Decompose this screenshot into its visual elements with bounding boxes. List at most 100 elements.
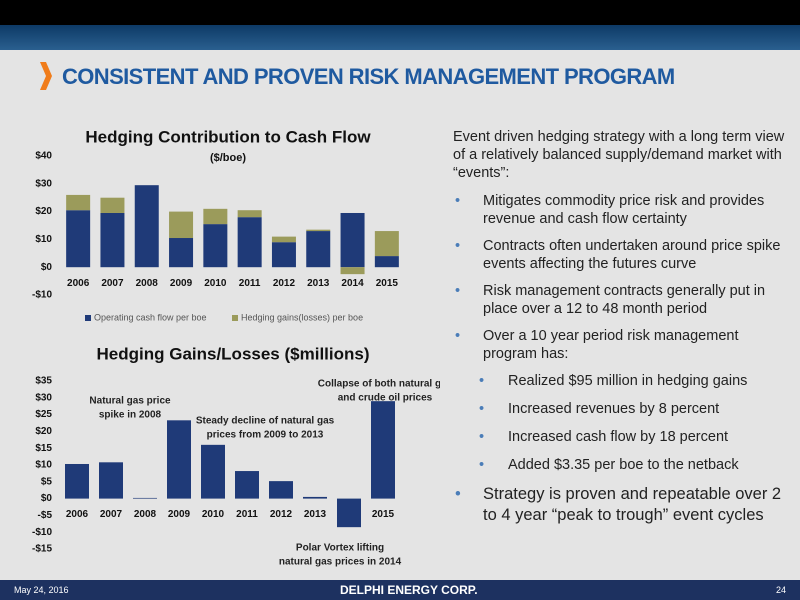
bar-segment	[134, 185, 159, 268]
annotation: natural gas prices in 2014	[279, 557, 402, 568]
chart-subtitle: ($/boe)	[210, 152, 246, 164]
x-tick-label: 2008	[134, 509, 157, 520]
annotation: Polar Vortex lifting	[296, 543, 384, 554]
body-text: Event driven hedging strategy with a lon…	[453, 128, 788, 535]
y-tick-label: $15	[35, 443, 52, 454]
annotation: Collapse of both natural gas	[318, 379, 440, 390]
x-tick-label: 2009	[170, 278, 193, 289]
y-tick-label: $35	[35, 376, 52, 387]
y-tick-label: $30	[35, 392, 52, 403]
sub-bullet: Increased revenues by 8 percent	[453, 400, 788, 418]
bar	[235, 471, 259, 499]
y-tick-label: $5	[41, 476, 53, 487]
x-tick-label: 2007	[101, 278, 124, 289]
annotation: Natural gas price	[89, 396, 171, 407]
legend-label: Operating cash flow per boe	[94, 312, 207, 322]
x-tick-label: 2015	[372, 509, 395, 520]
y-tick-label: $20	[35, 426, 52, 437]
bar-segment	[169, 211, 194, 239]
bar	[167, 420, 191, 499]
bar-segment	[374, 231, 399, 257]
footer-date: May 24, 2016	[14, 585, 69, 595]
bar-segment	[100, 212, 125, 268]
bar-segment	[306, 229, 331, 232]
bar-segment	[66, 210, 91, 268]
bar-segment	[66, 194, 91, 211]
annotation: spike in 2008	[99, 410, 162, 421]
annotation: prices from 2009 to 2013	[207, 430, 324, 441]
bar-segment	[169, 238, 194, 268]
bar-segment	[237, 210, 262, 218]
footer: May 24, 2016 DELPHI ENERGY CORP. 24	[0, 580, 800, 600]
y-tick-label: $0	[41, 493, 53, 504]
bullet: Risk management contracts generally put …	[453, 282, 788, 318]
annotation: and crude oil prices	[338, 393, 433, 404]
y-tick-label: -$15	[32, 544, 52, 555]
legend-label: Hedging gains(losses) per boe	[241, 312, 363, 322]
sub-bullet: Realized $95 million in hedging gains	[453, 372, 788, 390]
x-tick-label: 2006	[66, 509, 89, 520]
legend-swatch	[85, 315, 91, 321]
x-tick-label: 2012	[270, 509, 293, 520]
x-tick-label: 2009	[168, 509, 191, 520]
bar	[303, 496, 327, 499]
x-tick-label: 2014	[341, 278, 364, 289]
x-tick-label: 2008	[136, 278, 159, 289]
y-tick-label: -$10	[32, 527, 52, 538]
x-tick-label: 2012	[273, 278, 296, 289]
bar	[65, 463, 89, 499]
x-tick-label: 2015	[376, 278, 399, 289]
y-tick-label: $10	[35, 234, 52, 245]
bar-segment	[271, 242, 296, 268]
bar-segment	[340, 267, 365, 275]
bar-segment	[237, 217, 262, 268]
y-tick-label: $10	[35, 460, 52, 471]
y-tick-label: -$5	[38, 510, 53, 521]
charts: Hedging Contribution to Cash Flow ($/boe)…	[32, 127, 440, 568]
bar-segment	[203, 208, 228, 225]
slide-title: CONSISTENT AND PROVEN RISK MANAGEMENT PR…	[62, 64, 675, 89]
x-tick-label: 2006	[67, 278, 90, 289]
sub-bullet: Added $3.35 per boe to the netback	[453, 456, 788, 474]
y-tick-label: $40	[35, 151, 52, 162]
bullet: Over a 10 year period risk management pr…	[453, 327, 788, 363]
y-tick-label: $0	[41, 262, 53, 273]
legend-swatch	[232, 315, 238, 321]
bar	[269, 481, 293, 499]
bar	[99, 462, 123, 499]
x-tick-label: 2010	[202, 509, 225, 520]
x-tick-label: 2011	[236, 509, 258, 520]
bullet: Strategy is proven and repeatable over 2…	[453, 484, 788, 526]
bar	[371, 401, 395, 499]
bar-segment	[100, 197, 125, 213]
bar-segment	[340, 212, 365, 268]
bar-segment	[306, 231, 331, 268]
footer-page: 24	[776, 585, 787, 595]
bar	[337, 498, 361, 528]
bar-segment	[203, 224, 228, 268]
chart-title: Hedging Contribution to Cash Flow	[85, 127, 371, 146]
y-tick-label: -$10	[32, 290, 52, 301]
y-tick-label: $25	[35, 409, 52, 420]
top-bar	[0, 0, 800, 25]
x-tick-label: 2013	[307, 278, 330, 289]
header-band	[0, 25, 800, 50]
y-tick-label: $20	[35, 206, 52, 217]
x-tick-label: 2007	[100, 509, 123, 520]
sub-bullet: Increased cash flow by 18 percent	[453, 428, 788, 446]
bar	[133, 497, 157, 499]
bar	[201, 444, 225, 499]
chart-title: Hedging Gains/Losses ($millions)	[97, 344, 370, 363]
intro: Event driven hedging strategy with a lon…	[453, 129, 785, 181]
x-tick-label: 2010	[204, 278, 227, 289]
bullet: Mitigates commodity price risk and provi…	[453, 192, 788, 228]
x-tick-label: 2011	[239, 278, 261, 289]
chevron	[40, 62, 52, 90]
footer-company: DELPHI ENERGY CORP.	[340, 583, 478, 597]
bullet: Contracts often undertaken around price …	[453, 237, 788, 273]
y-tick-label: $30	[35, 178, 52, 189]
annotation: Steady decline of natural gas	[196, 416, 335, 427]
bar-segment	[374, 256, 399, 268]
bar-segment	[271, 236, 296, 243]
